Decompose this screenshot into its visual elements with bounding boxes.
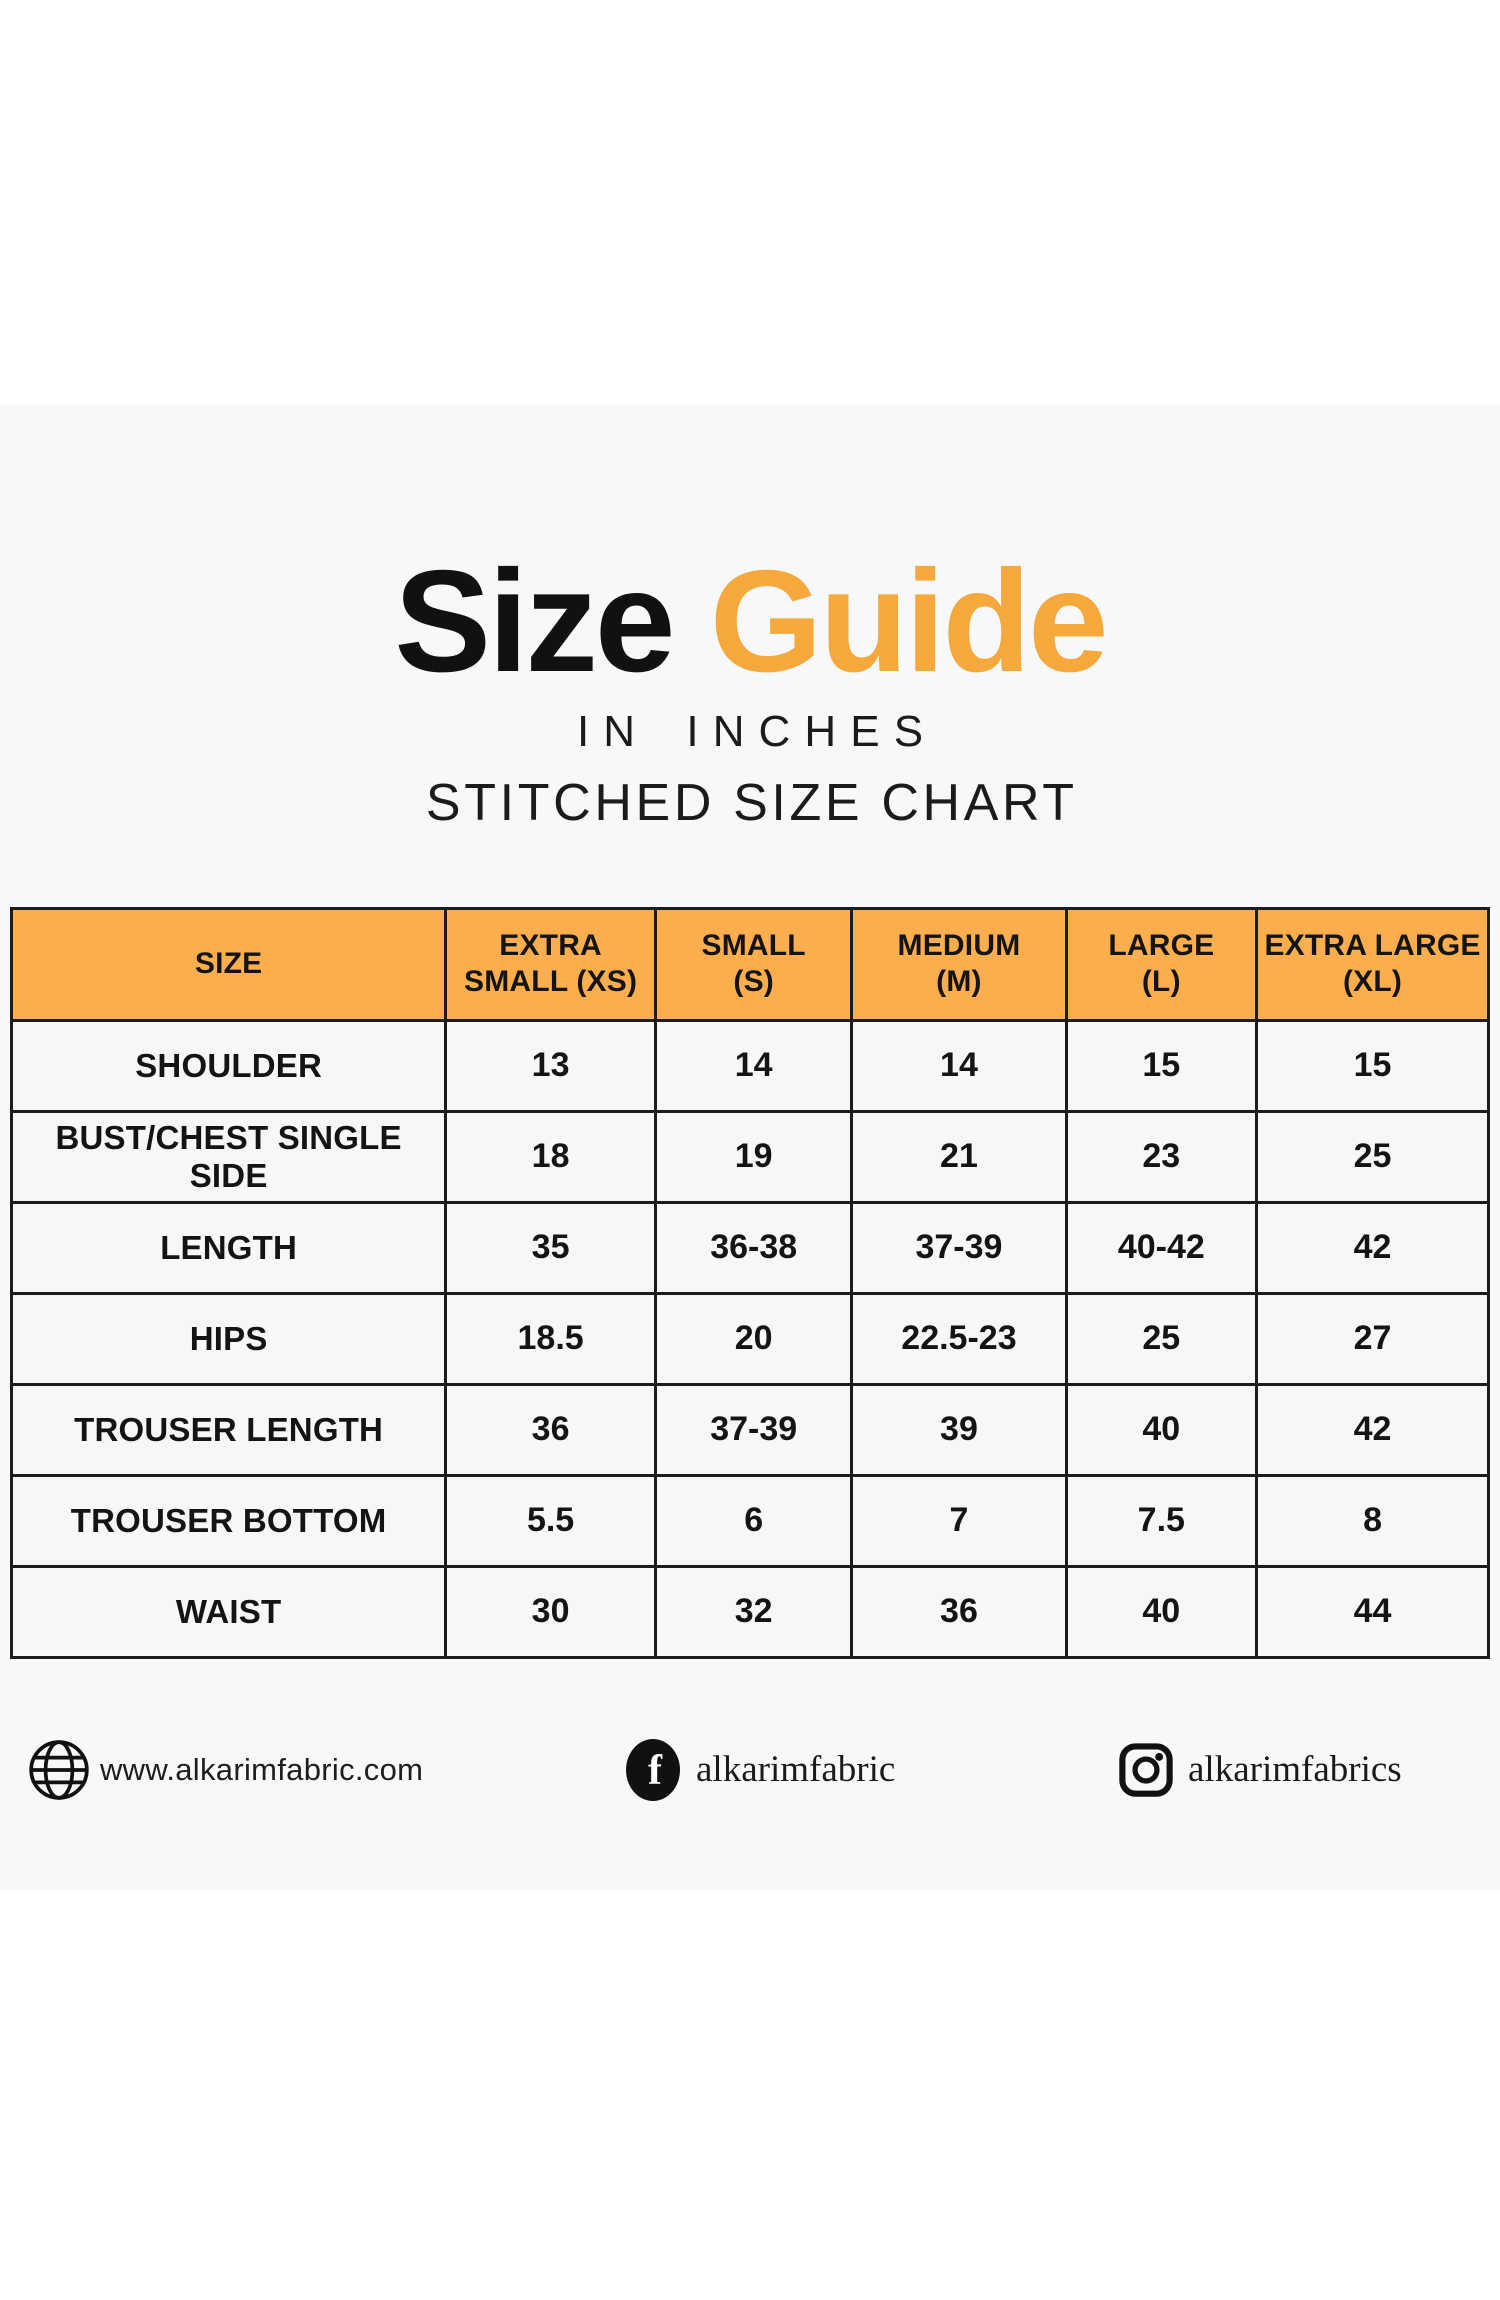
row-label: BUST/CHEST SINGLE SIDE xyxy=(9,1109,448,1204)
value-cell: 15 xyxy=(1255,1018,1490,1113)
size-chart-body: SHOULDER 13 14 14 15 15 BUST/CHEST SINGL… xyxy=(9,1018,1490,1659)
value-cell: 42 xyxy=(1255,1200,1490,1295)
header-cell-extra-large: EXTRA LARGE (XL) xyxy=(1255,906,1490,1022)
value-cell: 18 xyxy=(444,1109,657,1204)
value-cell: 14 xyxy=(653,1018,854,1113)
value-cell: 32 xyxy=(653,1564,854,1659)
value-cell: 6 xyxy=(653,1473,854,1568)
header-row: SIZE EXTRA SMALL (XS) SMALL (S) MEDIUM (… xyxy=(9,906,1490,1022)
table-row-shoulder: SHOULDER 13 14 14 15 15 xyxy=(9,1018,1490,1113)
value-cell: 22.5-23 xyxy=(850,1291,1068,1386)
value-cell: 40-42 xyxy=(1064,1200,1259,1295)
table-row-waist: WAIST 30 32 36 40 44 xyxy=(9,1564,1490,1659)
value-cell: 25 xyxy=(1064,1291,1259,1386)
footer-website: www.alkarimfabric.com xyxy=(26,1725,423,1815)
title-block: Size Guide IN INCHES STITCHED SIZE CHART xyxy=(0,405,1500,833)
title-word-guide: Guide xyxy=(709,540,1109,702)
value-cell: 21 xyxy=(850,1109,1068,1204)
title-word-size: Size xyxy=(394,540,675,702)
value-cell: 39 xyxy=(850,1382,1068,1477)
row-label: WAIST xyxy=(9,1564,448,1659)
facebook-handle: alkarimfabric xyxy=(696,1749,896,1791)
value-cell: 40 xyxy=(1064,1564,1259,1659)
size-guide-panel: Size Guide IN INCHES STITCHED SIZE CHART… xyxy=(0,405,1500,1890)
value-cell: 18.5 xyxy=(444,1291,657,1386)
value-cell: 37-39 xyxy=(850,1200,1068,1295)
row-label: TROUSER BOTTOM xyxy=(9,1473,448,1568)
footer-instagram: alkarimfabrics xyxy=(1118,1725,1402,1815)
footer: www.alkarimfabric.com f alkarimfabric al… xyxy=(0,1725,1500,1825)
value-cell: 44 xyxy=(1255,1564,1490,1659)
row-label: LENGTH xyxy=(9,1200,448,1295)
subtitle-stitched-size-chart: STITCHED SIZE CHART xyxy=(425,773,1078,832)
subtitle-in-inches: IN INCHES xyxy=(576,706,938,756)
value-cell: 42 xyxy=(1255,1382,1490,1477)
value-cell: 27 xyxy=(1255,1291,1490,1386)
value-cell: 19 xyxy=(653,1109,854,1204)
row-label: HIPS xyxy=(9,1291,448,1386)
value-cell: 7 xyxy=(850,1473,1068,1568)
table-row-bust-chest: BUST/CHEST SINGLE SIDE 18 19 21 23 25 xyxy=(9,1109,1490,1204)
row-label: TROUSER LENGTH xyxy=(9,1382,448,1477)
value-cell: 7.5 xyxy=(1064,1473,1259,1568)
size-chart-header: SIZE EXTRA SMALL (XS) SMALL (S) MEDIUM (… xyxy=(9,906,1490,1022)
instagram-handle: alkarimfabrics xyxy=(1188,1749,1402,1791)
value-cell: 8 xyxy=(1255,1473,1490,1568)
value-cell: 37-39 xyxy=(653,1382,854,1477)
value-cell: 36 xyxy=(850,1564,1068,1659)
table-row-length: LENGTH 35 36-38 37-39 40-42 42 xyxy=(9,1200,1490,1295)
globe-icon xyxy=(26,1737,92,1803)
size-chart-table: SIZE EXTRA SMALL (XS) SMALL (S) MEDIUM (… xyxy=(9,906,1490,1659)
table-row-trouser-bottom: TROUSER BOTTOM 5.5 6 7 7.5 8 xyxy=(9,1473,1490,1568)
value-cell: 25 xyxy=(1255,1109,1490,1204)
facebook-icon: f xyxy=(624,1738,682,1802)
header-cell-extra-small: EXTRA SMALL (XS) xyxy=(444,906,657,1022)
value-cell: 20 xyxy=(653,1291,854,1386)
website-url: www.alkarimfabric.com xyxy=(100,1751,424,1787)
header-cell-small: SMALL (S) xyxy=(653,906,854,1022)
header-cell-size: SIZE xyxy=(9,906,448,1022)
value-cell: 36-38 xyxy=(653,1200,854,1295)
value-cell: 13 xyxy=(444,1018,657,1113)
header-cell-medium: MEDIUM (M) xyxy=(850,906,1068,1022)
svg-text:f: f xyxy=(648,1748,663,1794)
header-cell-large: LARGE (L) xyxy=(1064,906,1259,1022)
value-cell: 30 xyxy=(444,1564,657,1659)
value-cell: 15 xyxy=(1064,1018,1259,1113)
instagram-icon xyxy=(1118,1742,1174,1798)
table-row-trouser-length: TROUSER LENGTH 36 37-39 39 40 42 xyxy=(9,1382,1490,1477)
value-cell: 35 xyxy=(444,1200,657,1295)
value-cell: 14 xyxy=(850,1018,1068,1113)
value-cell: 40 xyxy=(1064,1382,1259,1477)
value-cell: 5.5 xyxy=(444,1473,657,1568)
value-cell: 23 xyxy=(1064,1109,1259,1204)
table-row-hips: HIPS 18.5 20 22.5-23 25 27 xyxy=(9,1291,1490,1386)
footer-facebook: f alkarimfabric xyxy=(624,1725,895,1815)
value-cell: 36 xyxy=(444,1382,657,1477)
page-title: Size Guide xyxy=(0,549,1500,694)
row-label: SHOULDER xyxy=(9,1018,448,1113)
